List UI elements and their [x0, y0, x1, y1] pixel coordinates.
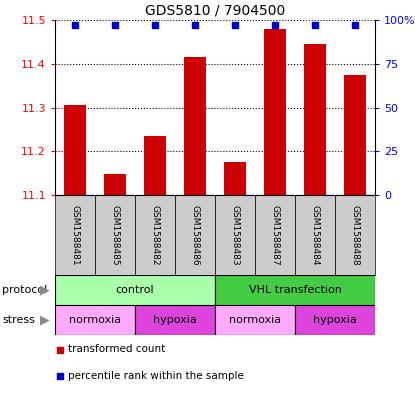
Text: transformed count: transformed count — [68, 345, 165, 354]
Bar — [55, 195, 95, 275]
Bar — [215, 195, 255, 275]
Bar — [335, 195, 375, 275]
Bar — [215, 275, 375, 305]
Title: GDS5810 / 7904500: GDS5810 / 7904500 — [145, 4, 285, 17]
Text: GSM1588486: GSM1588486 — [190, 205, 200, 265]
Text: control: control — [116, 285, 154, 295]
Text: GSM1588481: GSM1588481 — [71, 205, 80, 265]
Text: GSM1588485: GSM1588485 — [110, 205, 120, 265]
Bar — [135, 305, 215, 335]
Bar — [95, 195, 135, 275]
Bar — [135, 195, 175, 275]
Text: GSM1588482: GSM1588482 — [151, 205, 159, 265]
Bar — [255, 195, 295, 275]
Text: percentile rank within the sample: percentile rank within the sample — [68, 371, 244, 380]
Text: GSM1588484: GSM1588484 — [310, 205, 320, 265]
Bar — [55, 275, 215, 305]
Bar — [184, 57, 206, 195]
Text: hypoxia: hypoxia — [153, 315, 197, 325]
Bar — [104, 174, 126, 195]
Text: ▶: ▶ — [40, 283, 49, 296]
Text: normoxia: normoxia — [69, 315, 121, 325]
Text: GSM1588488: GSM1588488 — [351, 205, 359, 265]
Bar — [304, 44, 326, 195]
Text: VHL transfection: VHL transfection — [249, 285, 342, 295]
Bar — [295, 305, 375, 335]
Bar — [144, 136, 166, 195]
Text: ▶: ▶ — [40, 314, 49, 327]
Bar — [55, 305, 135, 335]
Text: protocol: protocol — [2, 285, 47, 295]
Bar — [264, 29, 286, 195]
Bar — [64, 105, 86, 195]
Bar — [215, 305, 295, 335]
Text: hypoxia: hypoxia — [313, 315, 357, 325]
Bar — [344, 75, 366, 195]
Text: stress: stress — [2, 315, 35, 325]
Text: GSM1588487: GSM1588487 — [271, 205, 279, 265]
Text: GSM1588483: GSM1588483 — [230, 205, 239, 265]
Bar — [295, 195, 335, 275]
Text: normoxia: normoxia — [229, 315, 281, 325]
Bar — [175, 195, 215, 275]
Bar — [224, 162, 246, 195]
